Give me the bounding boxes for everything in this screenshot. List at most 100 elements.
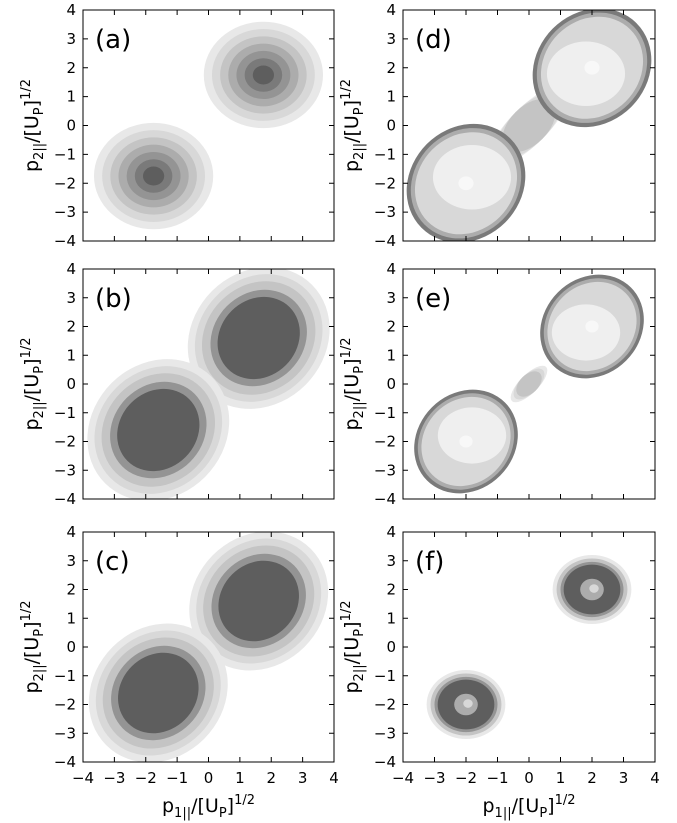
- density-contours: [88, 532, 329, 762]
- x-tick-label: 1: [235, 769, 245, 787]
- y-tick-label: −1: [374, 404, 396, 422]
- lobe-2: [414, 389, 518, 494]
- y-tick-label: 4: [386, 523, 396, 541]
- panel-label: (b): [95, 284, 132, 314]
- y-tick-label: 2: [66, 59, 76, 77]
- y-tick-label: −4: [54, 753, 76, 771]
- contour-level: [217, 296, 300, 380]
- density-contours: [414, 274, 644, 494]
- y-tick-label: 4: [66, 523, 76, 541]
- y-tick-label: −2: [374, 696, 396, 714]
- y-tick-label: −3: [374, 203, 396, 221]
- panel-label: (e): [415, 284, 451, 314]
- y-tick-label: 0: [386, 638, 396, 656]
- x-tick-label: −1: [486, 769, 508, 787]
- lobe-1: [552, 555, 632, 624]
- x-tick-label: −3: [423, 769, 445, 787]
- y-tick-label: 3: [386, 30, 396, 48]
- y-axis-label: p2||/[UP]1/2: [339, 600, 367, 693]
- y-tick-label: 1: [386, 609, 396, 627]
- contour-level: [218, 560, 299, 642]
- y-tick-label: 3: [386, 552, 396, 570]
- y-tick-label: 2: [386, 581, 396, 599]
- contour-level: [463, 699, 473, 708]
- y-tick-label: −3: [54, 724, 76, 742]
- y-tick-label: −4: [374, 490, 396, 508]
- y-tick-label: 3: [66, 289, 76, 307]
- y-tick-label: −4: [374, 232, 396, 250]
- x-tick-label: 4: [650, 769, 660, 787]
- x-axis-label: p1||/[UP]1/2: [482, 793, 575, 821]
- y-tick-label: −4: [54, 490, 76, 508]
- y-tick-label: 4: [386, 1, 396, 19]
- x-tick-label: 3: [298, 769, 308, 787]
- y-tick-label: 2: [66, 318, 76, 336]
- y-tick-label: 0: [66, 638, 76, 656]
- y-tick-label: 0: [386, 375, 396, 393]
- bridge-contour: [516, 371, 542, 397]
- x-tick-label: 1: [556, 769, 566, 787]
- y-tick-label: −1: [374, 667, 396, 685]
- lobe-2: [87, 359, 230, 499]
- lobe-1: [187, 269, 330, 409]
- y-tick-label: 4: [66, 260, 76, 278]
- y-tick-label: 4: [66, 1, 76, 19]
- lobe-1: [540, 274, 644, 379]
- y-axis-label: p2||/[UP]1/2: [339, 337, 367, 430]
- y-tick-label: 1: [66, 346, 76, 364]
- y-tick-label: 4: [386, 260, 396, 278]
- y-tick-label: −3: [374, 724, 396, 742]
- y-tick-label: 1: [66, 609, 76, 627]
- chart-panel-c: −4 −3 −2 −1 0 1 2 3 4 4 3 2 1 0 −1 −2 −3 −4 (c) p2||/[UP]1/…: [19, 523, 339, 821]
- lobe-1: [532, 10, 652, 128]
- y-axis-label: p2||/[UP]1/2: [19, 600, 47, 693]
- y-axis-label: p2||/[UP]1/2: [19, 79, 47, 172]
- y-tick-label: −2: [374, 174, 396, 192]
- y-tick-label: 2: [66, 581, 76, 599]
- y-tick-label: −2: [54, 433, 76, 451]
- x-tick-label: 4: [329, 769, 339, 787]
- y-tick-label: −1: [374, 145, 396, 163]
- density-contours: [406, 10, 652, 241]
- y-tick-label: −2: [374, 433, 396, 451]
- panel-label: (a): [95, 25, 131, 55]
- density-contours: [87, 269, 330, 499]
- x-tick-label: −1: [166, 769, 188, 787]
- contour-level: [437, 407, 507, 464]
- x-tick-label: −4: [392, 769, 414, 787]
- chart-panel-d: 4 3 2 1 0 −1 −2 −3 −4 (d) p2||/[UP]1/2: [339, 1, 656, 250]
- contour-level: [584, 60, 600, 75]
- y-tick-label: 1: [386, 346, 396, 364]
- lobe-2: [93, 122, 214, 230]
- x-tick-label: −2: [135, 769, 157, 787]
- x-tick-label: 0: [524, 769, 534, 787]
- contour-level: [546, 41, 626, 106]
- y-tick-label: 1: [66, 88, 76, 106]
- panel-label: (f): [415, 547, 444, 577]
- bridge-contour: [502, 99, 556, 152]
- x-tick-label: −4: [72, 769, 94, 787]
- contour-level: [252, 65, 275, 85]
- y-tick-label: −4: [54, 232, 76, 250]
- contour-level: [551, 304, 621, 361]
- y-tick-label: 3: [66, 30, 76, 48]
- contour-level: [117, 388, 200, 472]
- chart-panel-b: 4 3 2 1 0 −1 −2 −3 −4 (b) p2||/[UP]1/2: [19, 260, 335, 508]
- contour-level: [589, 584, 599, 593]
- chart-panel-f: −4 −3 −2 −1 0 1 2 3 4 4 3 2 1 0 −1 −2 −3 −4 (f) p2||/[UP]1/…: [339, 523, 660, 821]
- y-tick-label: 0: [66, 375, 76, 393]
- contour-level: [432, 145, 512, 210]
- y-tick-label: −1: [54, 145, 76, 163]
- contour-level: [458, 176, 474, 191]
- contour-level: [585, 320, 599, 333]
- y-tick-label: −3: [54, 461, 76, 479]
- x-tick-label: 2: [587, 769, 597, 787]
- y-tick-label: 1: [386, 88, 396, 106]
- x-tick-label: −3: [103, 769, 125, 787]
- y-tick-label: 0: [66, 117, 76, 135]
- y-tick-label: −4: [374, 753, 396, 771]
- chart-panel-e: 4 3 2 1 0 −1 −2 −3 −4 (e) p2||/[UP]1/2: [339, 260, 656, 508]
- density-contours: [93, 21, 324, 230]
- contour-level: [459, 435, 473, 448]
- chart-panel-a: 4 3 2 1 0 −1 −2 −3 −4 (a) p2||/[UP]1/2: [19, 1, 335, 250]
